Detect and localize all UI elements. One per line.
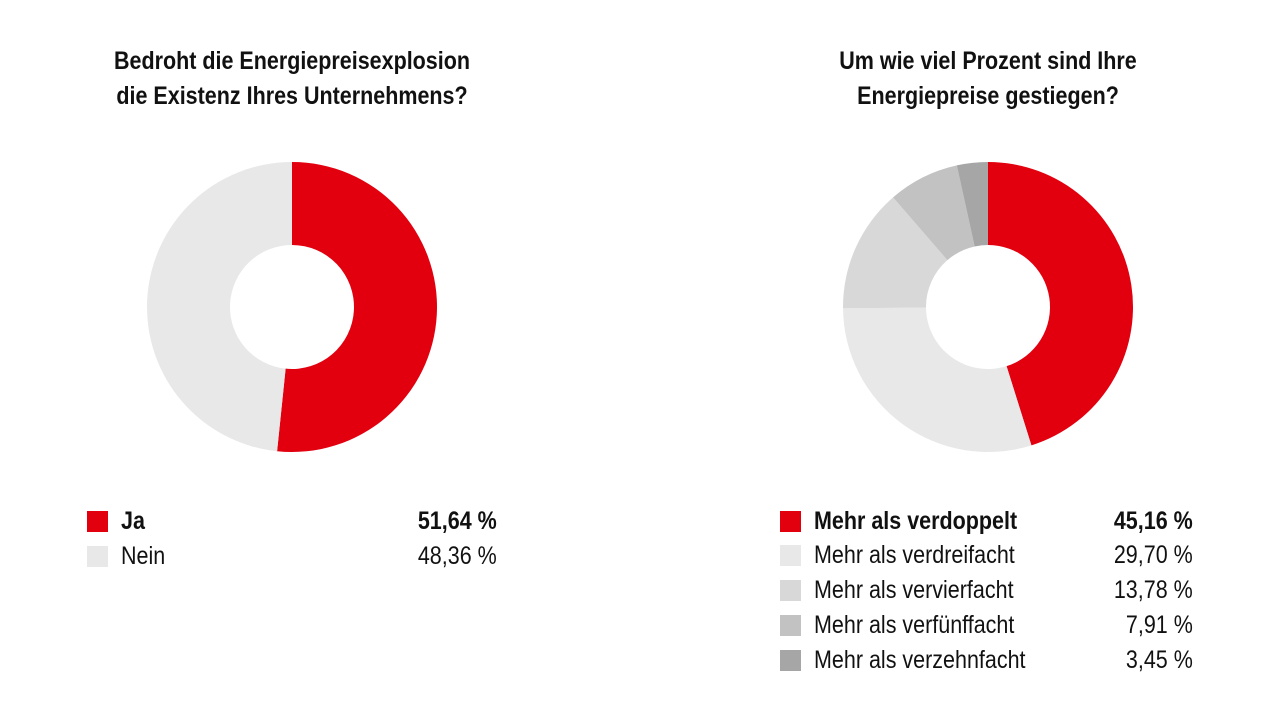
legend-swatch <box>780 614 801 636</box>
legend-item: Mehr als verfünffacht 7,91 % <box>780 608 1193 642</box>
legend-label: Ja <box>121 506 145 535</box>
chart-1-title: Bedroht die Energiepreisexplosion die Ex… <box>51 44 533 114</box>
legend-swatch <box>780 510 801 532</box>
legend-value: 51,64 % <box>418 506 497 535</box>
legend-item: Mehr als verdoppelt 45,16 % <box>780 504 1193 538</box>
legend-swatch <box>87 545 108 567</box>
donut-slice <box>843 197 948 309</box>
donut-slice <box>988 162 1133 446</box>
chart-1-title-line-1: Bedroht die Energiepreisexplosion <box>113 47 471 75</box>
legend-swatch <box>780 580 801 602</box>
legend-swatch <box>780 545 801 567</box>
donut-slice <box>956 162 988 247</box>
chart-2-title-line-1: Um wie viel Prozent sind Ihre <box>839 47 1137 75</box>
legend-item: Mehr als verdreifacht 29,70 % <box>780 539 1193 573</box>
legend-label: Mehr als verzehnfacht <box>814 645 1026 674</box>
legend-value: 45,16 % <box>1114 506 1193 535</box>
legend-value: 29,70 % <box>1114 541 1193 570</box>
legend-swatch <box>780 649 801 671</box>
legend-label: Mehr als verdreifacht <box>814 541 1015 570</box>
donut-slice <box>843 307 1032 452</box>
legend-value: 3,45 % <box>1126 645 1193 674</box>
donut-slice <box>277 162 437 452</box>
legend-item: Nein 48,36 % <box>87 539 497 573</box>
legend-value: 48,36 % <box>418 541 497 570</box>
legend-value: 7,91 % <box>1126 610 1193 639</box>
legend-label: Mehr als verfünffacht <box>814 610 1015 639</box>
legend-item: Mehr als verzehnfacht 3,45 % <box>780 643 1193 677</box>
donut-slice <box>893 165 975 261</box>
legend-item: Mehr als vervierfacht 13,78 % <box>780 574 1193 608</box>
donut-slice <box>146 162 292 452</box>
legend-label: Mehr als verdoppelt <box>814 506 1018 535</box>
legend-label: Nein <box>121 541 166 570</box>
chart-1-title-line-2: die Existenz Ihres Unternehmens? <box>116 82 468 110</box>
legend-value: 13,78 % <box>1114 576 1193 605</box>
chart-2-title: Um wie viel Prozent sind Ihre Energiepre… <box>747 44 1229 114</box>
chart-2-title-line-2: Energiepreise gestiegen? <box>857 82 1119 110</box>
legend-swatch <box>87 510 108 532</box>
legend-item: Ja 51,64 % <box>87 504 497 538</box>
legend-label: Mehr als vervierfacht <box>814 576 1014 605</box>
